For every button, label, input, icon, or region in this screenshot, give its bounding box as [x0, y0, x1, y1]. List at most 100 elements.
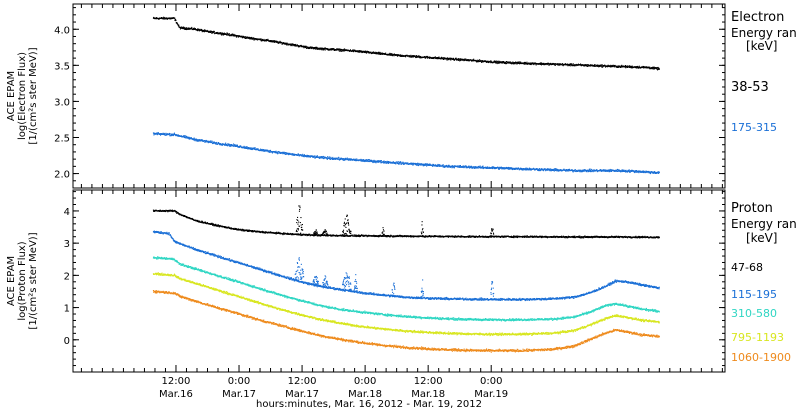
data-point — [452, 165, 454, 167]
data-point — [473, 58, 475, 60]
data-point — [306, 47, 308, 49]
data-point — [501, 61, 503, 63]
data-point — [514, 168, 516, 170]
data-point — [399, 54, 401, 56]
data-point — [245, 147, 247, 149]
data-point — [353, 234, 355, 236]
data-point — [602, 66, 604, 68]
data-point — [370, 159, 372, 161]
data-point — [353, 51, 355, 53]
data-point — [191, 26, 193, 28]
data-point — [323, 157, 325, 159]
data-point — [447, 58, 449, 60]
data-point — [299, 46, 301, 48]
data-point — [462, 166, 464, 168]
data-point — [379, 53, 381, 55]
data-point — [229, 144, 231, 146]
data-point — [411, 163, 413, 165]
data-point — [358, 51, 360, 53]
data-point — [357, 51, 359, 53]
data-point — [598, 66, 600, 68]
data-point — [410, 54, 412, 56]
data-point — [555, 168, 557, 170]
data-point — [336, 49, 338, 51]
data-point — [538, 63, 540, 65]
data-point — [326, 157, 328, 159]
data-point — [391, 53, 393, 55]
data-point — [248, 147, 250, 149]
data-point — [406, 162, 408, 164]
data-point — [263, 150, 265, 152]
data-point — [383, 160, 385, 162]
data-point — [162, 17, 164, 19]
data-point — [567, 63, 569, 65]
data-point — [467, 59, 469, 61]
data-point — [376, 51, 378, 53]
data-point — [611, 170, 613, 172]
data-point — [156, 134, 158, 136]
data-point — [321, 157, 323, 159]
data-point — [293, 45, 295, 47]
data-point — [482, 167, 484, 169]
data-point — [247, 36, 249, 38]
data-point — [372, 51, 374, 53]
data-point — [257, 39, 259, 41]
data-point — [282, 234, 284, 236]
data-point — [314, 155, 316, 157]
data-point — [365, 160, 367, 162]
data-point — [443, 57, 445, 59]
data-point — [181, 26, 183, 28]
data-point — [290, 44, 292, 46]
data-point — [472, 166, 474, 168]
data-point — [435, 164, 437, 166]
data-point — [398, 162, 400, 164]
data-point — [473, 167, 475, 169]
data-point — [510, 168, 512, 170]
data-point — [164, 17, 166, 19]
data-point — [414, 163, 416, 165]
data-point — [657, 67, 659, 69]
data-point — [382, 161, 384, 163]
data-point — [349, 49, 351, 51]
data-point — [631, 67, 633, 69]
data-point — [429, 164, 431, 166]
data-point — [218, 142, 220, 144]
data-point — [380, 162, 382, 164]
data-point — [315, 48, 317, 50]
data-point — [366, 159, 368, 161]
data-point — [507, 61, 509, 63]
data-point — [501, 62, 503, 64]
data-point — [244, 36, 246, 38]
data-point — [276, 152, 278, 154]
data-point — [181, 135, 183, 137]
data-point — [420, 163, 422, 165]
data-point — [533, 64, 535, 66]
data-point — [201, 140, 203, 142]
data-point — [622, 66, 624, 68]
data-point — [463, 58, 465, 60]
data-point — [342, 159, 344, 161]
data-point — [303, 154, 305, 156]
data-point — [470, 167, 472, 169]
data-point — [645, 66, 647, 68]
data-point — [366, 51, 368, 53]
data-point — [389, 52, 391, 54]
data-point — [452, 165, 454, 167]
data-point — [204, 141, 206, 143]
data-point — [217, 142, 219, 144]
data-point — [524, 61, 526, 63]
data-point — [447, 59, 449, 61]
data-point — [310, 46, 312, 48]
data-point — [260, 149, 262, 151]
data-point — [219, 32, 221, 34]
data-point — [635, 66, 637, 68]
data-point — [197, 28, 199, 30]
data-point — [339, 159, 341, 161]
data-point — [261, 38, 263, 40]
data-point — [498, 62, 500, 64]
data-point — [530, 63, 532, 65]
data-point — [223, 34, 225, 36]
data-point — [235, 145, 237, 147]
data-point — [657, 66, 659, 68]
data-point — [400, 55, 402, 57]
